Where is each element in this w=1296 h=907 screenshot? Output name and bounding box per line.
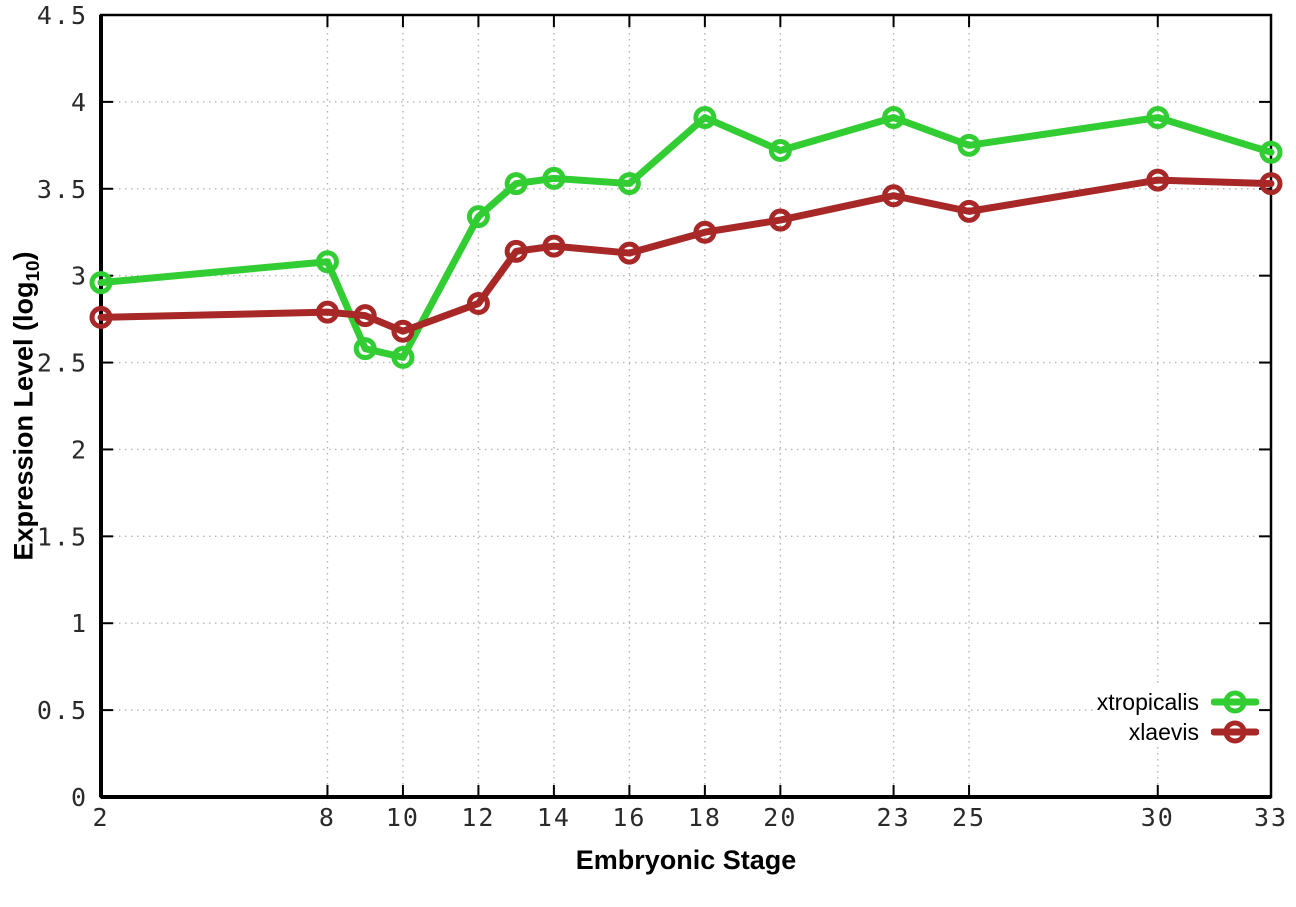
y-tick-label-0: 0 [71, 783, 88, 812]
data-point-xtropicalis-stage-25 [957, 133, 981, 157]
data-point-xlaevis-stage-10 [391, 319, 415, 343]
y-axis-title-text: Expression Level (log [8, 281, 39, 561]
legend-sample-icon-xtropicalis [1211, 690, 1259, 714]
y-tick-label-4: 4 [71, 88, 88, 117]
x-tick-label-20: 20 [763, 803, 797, 832]
x-tick-label-18: 18 [688, 803, 722, 832]
y-tick-label-3: 3 [71, 262, 88, 291]
y-tick-label-0.5: 0.5 [37, 696, 88, 725]
data-point-xlaevis-stage-25 [957, 199, 981, 223]
data-point-xlaevis-stage-8 [315, 300, 339, 324]
x-tick-label-16: 16 [612, 803, 646, 832]
series-line-xlaevis [97, 176, 1275, 335]
legend-label-xtropicalis: xtropicalis [1096, 688, 1199, 715]
data-point-xtropicalis-stage-18 [693, 106, 717, 130]
y-tick-label-2: 2 [71, 435, 88, 464]
x-tick-label-2: 2 [92, 803, 109, 832]
y-tick-label-4.5: 4.5 [37, 1, 88, 30]
legend-sample-icon-xlaevis [1211, 720, 1259, 744]
data-point-xlaevis-stage-14 [542, 234, 566, 258]
x-tick-label-8: 8 [319, 803, 336, 832]
legend-sample-marker-xlaevis [1223, 720, 1247, 744]
y-axis-title-close: ) [8, 251, 39, 261]
data-point-xtropicalis-stage-9 [353, 337, 377, 361]
data-point-xlaevis-stage-2 [89, 305, 113, 329]
data-point-xtropicalis-stage-23 [882, 106, 906, 130]
data-point-xlaevis-stage-33 [1259, 172, 1283, 196]
data-point-xlaevis-stage-9 [353, 304, 377, 328]
data-point-xtropicalis-stage-30 [1146, 106, 1170, 130]
legend-sample-marker-xtropicalis [1223, 690, 1247, 714]
legend-entry-xtropicalis: xtropicalis [1097, 687, 1259, 717]
x-axis-title: Embryonic Stage [575, 845, 797, 875]
data-point-xtropicalis-stage-2 [89, 271, 113, 295]
y-tick-label-2.5: 2.5 [37, 349, 88, 378]
data-point-xlaevis-stage-18 [693, 220, 717, 244]
data-point-xtropicalis-stage-14 [542, 166, 566, 190]
legend-label-xlaevis: xlaevis [1128, 718, 1199, 745]
x-tick-label-30: 30 [1141, 803, 1175, 832]
x-tick-label-14: 14 [537, 803, 571, 832]
legend-entry-xlaevis: xlaevis [1097, 717, 1259, 747]
data-point-xlaevis-stage-13 [504, 239, 528, 263]
data-point-xlaevis-stage-16 [617, 241, 641, 265]
y-tick-label-3.5: 3.5 [37, 175, 88, 204]
data-point-xtropicalis-stage-16 [617, 172, 641, 196]
x-tick-label-12: 12 [461, 803, 495, 832]
data-point-xtropicalis-stage-33 [1259, 140, 1283, 164]
data-point-xlaevis-stage-23 [882, 184, 906, 208]
data-point-xtropicalis-stage-10 [391, 345, 415, 369]
data-point-xlaevis-stage-20 [768, 208, 792, 232]
x-tick-label-23: 23 [877, 803, 911, 832]
series-line-xtropicalis [97, 114, 1275, 361]
y-axis-title: Expression Level (log10) [8, 251, 44, 561]
x-tick-label-10: 10 [386, 803, 420, 832]
x-tick-label-33: 33 [1254, 803, 1288, 832]
data-point-xtropicalis-stage-8 [315, 250, 339, 274]
data-point-xtropicalis-stage-12 [466, 205, 490, 229]
y-axis-title-subscript: 10 [22, 260, 44, 282]
data-point-xlaevis-stage-30 [1146, 168, 1170, 192]
y-tick-label-1: 1 [71, 609, 88, 638]
y-tick-label-1.5: 1.5 [37, 522, 88, 551]
legend: xtropicalis xlaevis [1096, 687, 1259, 747]
data-point-xtropicalis-stage-20 [768, 139, 792, 163]
x-tick-label-25: 25 [952, 803, 986, 832]
data-point-xtropicalis-stage-13 [504, 172, 528, 196]
data-point-xlaevis-stage-12 [466, 291, 490, 315]
